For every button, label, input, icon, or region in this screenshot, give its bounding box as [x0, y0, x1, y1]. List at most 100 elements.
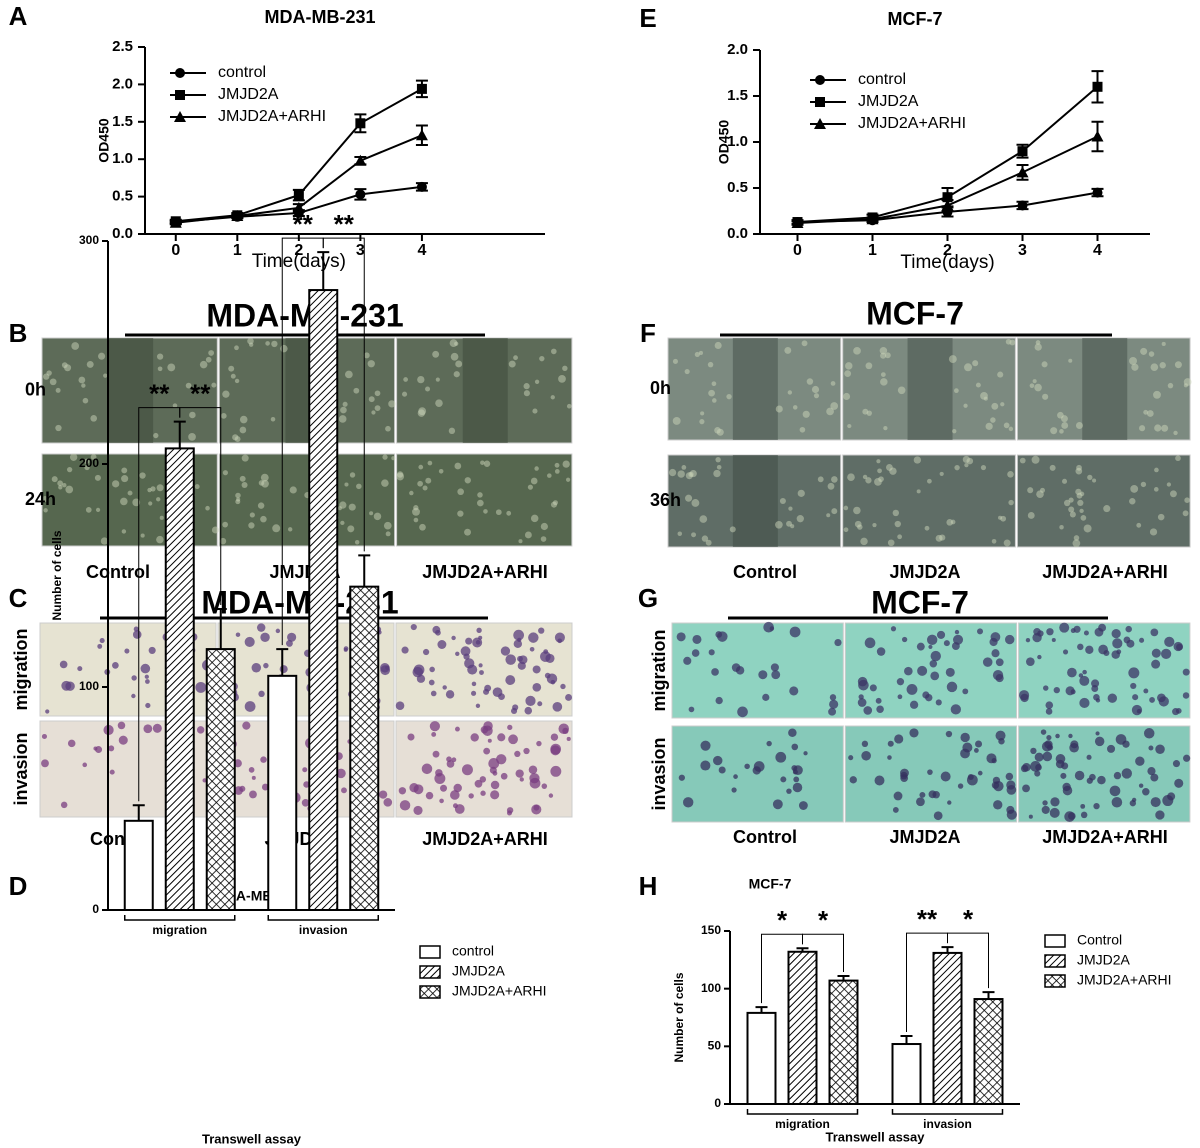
cell	[343, 647, 348, 652]
scratch-gap	[732, 338, 778, 440]
cell	[260, 756, 267, 763]
cell	[476, 499, 484, 507]
cell	[398, 787, 407, 795]
marker	[293, 190, 304, 201]
cell	[565, 477, 571, 482]
cell	[683, 797, 694, 808]
cell	[1042, 393, 1049, 400]
cell	[817, 476, 824, 483]
cell	[233, 759, 242, 768]
cell	[897, 386, 906, 395]
cell	[427, 460, 433, 466]
cell	[1003, 539, 1011, 547]
cell	[156, 353, 164, 360]
error-bar	[900, 1034, 913, 1045]
cell	[678, 774, 685, 781]
micrograph	[842, 454, 1016, 548]
panel-label: H	[639, 871, 658, 901]
cell	[916, 489, 921, 494]
cell	[1164, 636, 1175, 647]
cell	[802, 410, 810, 418]
cell	[258, 690, 265, 698]
cell	[954, 464, 960, 471]
x-tick-label: 0	[793, 242, 802, 259]
y-tick-label: 1.5	[112, 113, 133, 130]
cell	[963, 403, 968, 408]
cell	[1000, 515, 1007, 522]
cell	[947, 800, 952, 805]
cell	[340, 406, 347, 414]
y-tick-label: 150	[701, 923, 721, 937]
cell	[880, 372, 886, 378]
cell	[482, 725, 493, 736]
cell	[506, 510, 512, 516]
cell	[457, 488, 464, 496]
cell	[189, 411, 196, 419]
cell	[446, 760, 455, 768]
column-label: JMJD2A	[889, 562, 960, 582]
cell	[718, 766, 726, 774]
bar	[123, 819, 154, 911]
row-label: invasion	[11, 732, 31, 805]
cell	[698, 350, 704, 355]
cell	[954, 629, 960, 635]
cell	[1094, 736, 1105, 747]
cell	[402, 391, 408, 397]
cell	[1028, 814, 1033, 819]
cell	[303, 781, 310, 788]
cell	[731, 663, 741, 672]
cell	[1074, 770, 1085, 781]
cell	[419, 523, 426, 531]
cell	[1094, 627, 1104, 637]
cell	[1083, 630, 1089, 636]
cell	[435, 769, 443, 777]
cell	[1085, 645, 1094, 654]
cell	[220, 412, 227, 419]
cell	[228, 365, 235, 372]
cell	[992, 669, 1004, 681]
cell	[450, 790, 460, 800]
cell	[288, 527, 293, 532]
cell	[708, 649, 715, 656]
marker	[231, 210, 244, 222]
category-bracket	[267, 915, 379, 921]
cell	[418, 407, 427, 416]
cell	[1157, 513, 1165, 521]
cell	[691, 532, 697, 538]
cell	[156, 535, 164, 544]
cell	[995, 658, 1004, 667]
y-tick-label: 200	[79, 456, 99, 470]
cell	[457, 510, 464, 517]
cell	[477, 492, 483, 498]
cell	[1069, 742, 1079, 753]
cell	[371, 410, 376, 415]
cell	[1062, 782, 1071, 792]
column-label: Control	[733, 562, 797, 582]
bar	[932, 951, 963, 1105]
cell	[1092, 478, 1097, 483]
cell	[1041, 805, 1050, 814]
cell	[1059, 429, 1064, 434]
y-tick-label: 2.5	[112, 38, 133, 55]
cell	[699, 515, 708, 523]
cell	[382, 454, 388, 460]
cell	[188, 433, 196, 441]
cell	[1089, 773, 1096, 781]
cell	[159, 515, 164, 520]
cell	[744, 763, 750, 770]
cell	[378, 790, 388, 799]
cell	[257, 502, 265, 509]
cell	[826, 407, 834, 416]
cell	[77, 666, 83, 672]
cell	[1029, 383, 1035, 388]
cell	[865, 362, 873, 370]
cell	[892, 807, 899, 813]
cell	[51, 476, 58, 483]
cell	[927, 634, 938, 646]
cell	[385, 425, 391, 432]
cell	[205, 356, 212, 363]
cell	[793, 776, 800, 783]
cell	[527, 484, 533, 490]
cell	[1034, 752, 1044, 762]
cell	[435, 399, 443, 407]
